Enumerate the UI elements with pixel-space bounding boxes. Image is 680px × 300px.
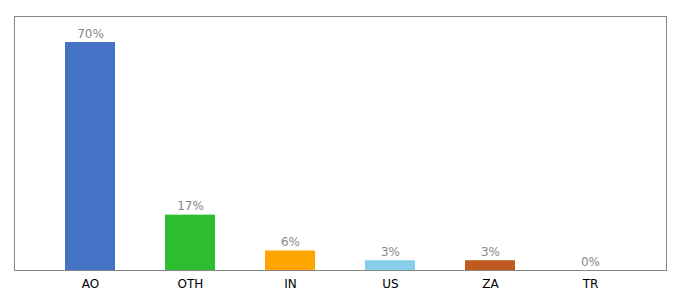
svg-text:US: US (382, 277, 398, 291)
svg-text:ZA: ZA (482, 277, 499, 291)
svg-text:17%: 17% (177, 199, 204, 213)
svg-text:TR: TR (582, 277, 599, 291)
svg-text:6%: 6% (281, 235, 300, 249)
svg-text:3%: 3% (481, 245, 500, 259)
svg-text:IN: IN (284, 277, 297, 291)
svg-text:AO: AO (82, 277, 99, 291)
svg-text:70%: 70% (77, 27, 104, 41)
svg-text:3%: 3% (381, 245, 400, 259)
svg-text:0%: 0% (581, 255, 600, 269)
svg-text:OTH: OTH (178, 277, 204, 291)
